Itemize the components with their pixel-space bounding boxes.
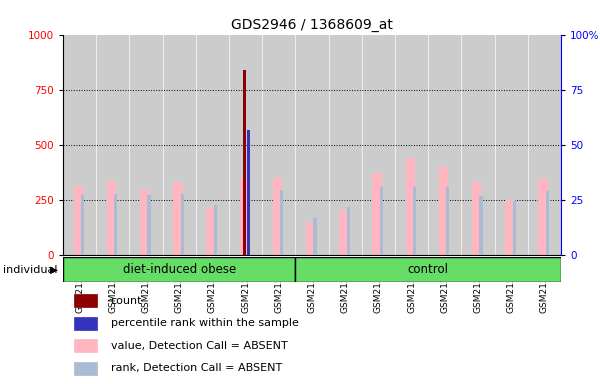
Bar <box>214 205 217 255</box>
Bar <box>263 35 295 255</box>
Text: percentile rank within the sample: percentile rank within the sample <box>110 318 298 328</box>
Bar <box>505 200 515 255</box>
Bar <box>479 196 482 255</box>
Text: value, Detection Call = ABSENT: value, Detection Call = ABSENT <box>110 341 287 351</box>
Bar <box>74 186 83 255</box>
Bar <box>512 201 516 255</box>
Bar <box>546 191 549 255</box>
Bar <box>363 35 394 255</box>
Bar <box>429 35 460 255</box>
Bar <box>97 35 128 255</box>
Bar <box>181 194 184 255</box>
Bar <box>406 158 415 255</box>
Bar <box>538 179 548 255</box>
Text: control: control <box>408 263 449 276</box>
Bar <box>529 35 560 255</box>
Bar <box>81 195 84 255</box>
Text: individual: individual <box>3 265 58 275</box>
Bar <box>396 35 427 255</box>
Bar <box>74 362 97 375</box>
Bar <box>373 172 382 255</box>
Bar <box>413 187 416 255</box>
Bar <box>273 178 282 255</box>
Bar <box>164 35 195 255</box>
Bar <box>148 195 151 255</box>
Bar <box>63 257 295 282</box>
Bar <box>64 35 95 255</box>
Bar <box>140 190 149 255</box>
Bar <box>173 182 182 255</box>
Bar <box>107 181 116 255</box>
Bar <box>74 339 97 352</box>
Bar <box>247 190 250 255</box>
Title: GDS2946 / 1368609_at: GDS2946 / 1368609_at <box>231 18 393 32</box>
Bar <box>463 35 494 255</box>
Bar <box>313 218 317 255</box>
Bar <box>74 295 97 307</box>
Bar <box>329 35 361 255</box>
Text: count: count <box>110 296 142 306</box>
Bar <box>74 317 97 329</box>
Bar <box>114 194 118 255</box>
Bar <box>280 190 283 255</box>
Bar <box>339 211 349 255</box>
Bar <box>380 187 383 255</box>
Bar <box>496 35 527 255</box>
Bar <box>130 35 161 255</box>
Text: ▶: ▶ <box>50 265 58 275</box>
Bar <box>197 35 228 255</box>
Text: diet-induced obese: diet-induced obese <box>122 263 236 276</box>
Bar <box>247 129 250 255</box>
Bar <box>242 70 246 255</box>
Bar <box>206 207 216 255</box>
Bar <box>230 35 261 255</box>
Bar <box>439 167 448 255</box>
Text: rank, Detection Call = ABSENT: rank, Detection Call = ABSENT <box>110 363 282 373</box>
Bar <box>306 222 316 255</box>
Bar <box>295 257 561 282</box>
Bar <box>296 35 328 255</box>
Bar <box>347 207 350 255</box>
Bar <box>239 179 249 255</box>
Bar <box>472 182 481 255</box>
Bar <box>446 187 449 255</box>
